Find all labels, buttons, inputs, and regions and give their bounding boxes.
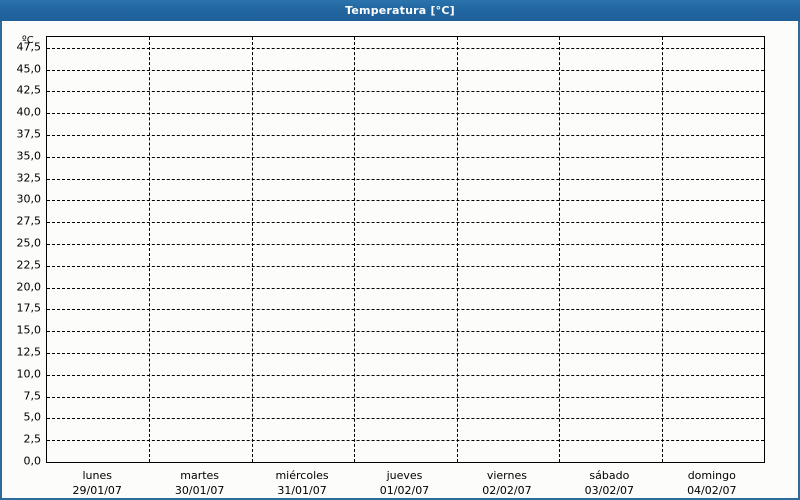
gridline-horizontal — [47, 287, 764, 289]
x-axis-day-name: martes — [180, 469, 220, 482]
gridline-horizontal — [47, 200, 764, 202]
y-axis-tick-label: 35,0 — [16, 149, 42, 163]
x-axis-date: 30/01/07 — [174, 484, 225, 497]
gridline-horizontal — [47, 440, 764, 442]
y-axis-tick-label: 40,0 — [16, 105, 42, 119]
y-axis-tick-label: 2,5 — [23, 432, 42, 446]
gridline-vertical — [252, 37, 253, 462]
window-title-bar: Temperatura [°C] — [0, 0, 800, 21]
gridline-horizontal — [47, 244, 764, 246]
gridline-vertical — [149, 37, 150, 462]
y-axis-tick-label: 20,0 — [16, 280, 42, 294]
temperature-chart: ºC 0,0 2,5 5,0 7,5 10,0 12,5 15,0 17,5 20,0 22,5 2… — [2, 21, 798, 498]
x-axis-tick-label: sábado 03/02/07 — [558, 468, 660, 498]
y-axis-tick-label: 30,0 — [16, 192, 42, 206]
y-axis-tick-label: 25,0 — [16, 236, 42, 250]
x-axis-tick-label: viernes 02/02/07 — [456, 468, 558, 498]
gridline-horizontal — [47, 418, 764, 420]
y-axis-tick-label: 42,5 — [16, 83, 42, 97]
y-axis-tick-label: 7,5 — [23, 389, 42, 403]
gridline-horizontal — [47, 331, 764, 333]
gridline-horizontal — [47, 353, 764, 355]
y-axis-unit-label: ºC — [22, 35, 34, 46]
y-axis-tick-label: 22,5 — [16, 258, 42, 272]
y-axis-tick-label: 45,0 — [16, 62, 42, 76]
x-axis-date: 31/01/07 — [277, 484, 327, 497]
gridline-horizontal — [47, 374, 764, 376]
gridline-horizontal — [47, 135, 764, 137]
y-axis-tick-label: 32,5 — [16, 171, 42, 185]
gridline-horizontal — [47, 309, 764, 311]
gridline-vertical — [457, 37, 458, 462]
x-axis-tick-label: domingo 04/02/07 — [661, 468, 763, 498]
gridline-horizontal — [47, 222, 764, 224]
y-axis-tick-label: 5,0 — [23, 410, 42, 424]
x-axis-day-name: jueves — [386, 469, 423, 482]
gridline-horizontal — [47, 113, 764, 115]
y-axis-tick-label: 10,0 — [16, 367, 42, 381]
y-axis-tick-label: 0,0 — [23, 454, 42, 468]
x-axis-date: 03/02/07 — [584, 484, 635, 497]
gridline-horizontal — [47, 265, 764, 267]
gridline-horizontal — [47, 156, 764, 158]
y-axis-tick-label: 15,0 — [16, 323, 42, 337]
x-axis-day-name: viernes — [486, 469, 527, 482]
gridline-vertical — [354, 37, 355, 462]
x-axis-date: 04/02/07 — [687, 484, 737, 497]
x-axis-tick-label: jueves 01/02/07 — [353, 468, 455, 498]
gridline-horizontal — [47, 47, 764, 49]
gridline-horizontal — [47, 396, 764, 398]
data-series-layer — [47, 37, 764, 462]
gridline-horizontal — [47, 69, 764, 71]
x-axis-date: 29/01/07 — [72, 484, 122, 497]
window-title: Temperatura [°C] — [345, 4, 455, 17]
y-axis-tick-label: 27,5 — [16, 214, 42, 228]
x-axis-tick-label: lunes 29/01/07 — [46, 468, 148, 498]
x-axis-date: 01/02/07 — [379, 484, 430, 497]
x-axis-day-name: domingo — [687, 469, 736, 482]
y-axis-tick-label: 17,5 — [16, 301, 42, 315]
y-axis-tick-label: 12,5 — [16, 345, 42, 359]
gridline-vertical — [559, 37, 560, 462]
y-axis-tick-label: 47,5 — [16, 40, 42, 54]
y-axis-tick-label: 37,5 — [16, 127, 42, 141]
plot-area — [46, 36, 765, 463]
x-axis-tick-label: martes 30/01/07 — [148, 468, 250, 498]
gridline-horizontal — [47, 178, 764, 180]
gridline-vertical — [662, 37, 663, 462]
x-axis-date: 02/02/07 — [482, 484, 532, 497]
gridline-horizontal — [47, 91, 764, 93]
x-axis-day-name: sábado — [589, 469, 630, 482]
x-axis-day-name: miércoles — [275, 469, 329, 482]
x-axis-day-name: lunes — [82, 469, 112, 482]
x-axis-tick-label: miércoles 31/01/07 — [251, 468, 353, 498]
